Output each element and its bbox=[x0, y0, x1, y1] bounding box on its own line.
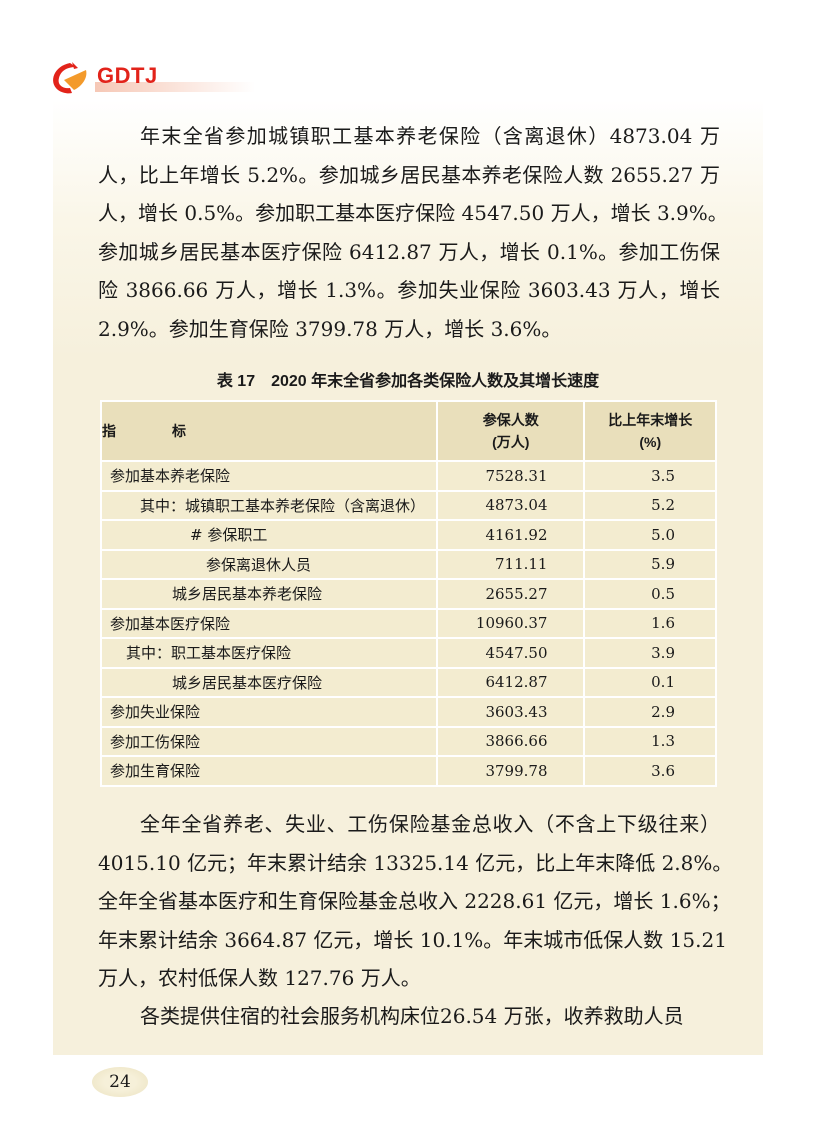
table-row: # 参保职工 4161.92 5.0 bbox=[99, 519, 717, 551]
header-growth: 比上年末增长 (%) bbox=[583, 400, 717, 462]
text-line: 全年全省养老、失业、工伤保险基金总收入（不含上下级往来） bbox=[140, 812, 720, 836]
text-line: 人，增长 0.5%。参加职工基本医疗保险 4547.50 万人，增长 3.9%。 bbox=[98, 201, 728, 226]
text-line: 万人，农村低保人数 127.76 万人。 bbox=[98, 966, 421, 991]
row-growth: 5.0 bbox=[583, 519, 717, 551]
table-row: 参加失业保险 3603.43 2.9 bbox=[99, 696, 717, 728]
logo-mark-icon bbox=[53, 62, 87, 94]
table-row: 城乡居民基本医疗保险 6412.87 0.1 bbox=[99, 666, 717, 698]
row-label: 其中：城镇职工基本养老保险（含离退休） bbox=[99, 489, 439, 521]
table-row: 其中：职工基本医疗保险 4547.50 3.9 bbox=[99, 637, 717, 669]
table-row: 参加基本医疗保险 10960.37 1.6 bbox=[99, 607, 717, 639]
row-growth: 2.9 bbox=[583, 696, 717, 728]
row-value: 4161.92 bbox=[436, 519, 586, 551]
logo-text: GDTJ bbox=[97, 63, 158, 88]
text-line: 年末累计结余 3664.87 亿元，增长 10.1%。年末城市低保人数 15.2… bbox=[98, 927, 727, 952]
row-label: 参加基本医疗保险 bbox=[99, 607, 439, 639]
paragraph-funds: 全年全省养老、失业、工伤保险基金总收入（不含上下级往来） 4015.10 亿元；年… bbox=[98, 805, 733, 998]
row-value: 3866.66 bbox=[436, 725, 586, 757]
header-growth-unit: (%) bbox=[639, 434, 662, 450]
text-line: 参加城乡居民基本医疗保险 6412.87 万人，增长 0.1%。参加工伤保 bbox=[98, 239, 720, 264]
row-value: 7528.31 bbox=[436, 460, 586, 492]
row-label: 城乡居民基本医疗保险 bbox=[99, 666, 439, 698]
row-label: 其中：职工基本医疗保险 bbox=[99, 637, 439, 669]
header-growth-line1: 比上年末增长 bbox=[608, 412, 693, 428]
text-line: 人，比上年增长 5.2%。参加城乡居民基本养老保险人数 2655.27 万 bbox=[98, 162, 720, 187]
row-growth: 5.9 bbox=[583, 548, 717, 580]
page-number: 24 bbox=[92, 1067, 148, 1097]
row-growth: 3.9 bbox=[583, 637, 717, 669]
row-value: 711.11 bbox=[436, 548, 586, 580]
table-row: 参保离退休人员 711.11 5.9 bbox=[99, 548, 717, 580]
row-value: 6412.87 bbox=[436, 666, 586, 698]
header-count: 参保人数 (万人) bbox=[436, 400, 586, 462]
insurance-table: 指 标 参保人数 (万人) 比上年末增长 (%) 参加基本养老保险 7528.31 3.… bbox=[99, 400, 717, 787]
header-count-unit: (万人) bbox=[492, 434, 530, 450]
row-value: 3603.43 bbox=[436, 696, 586, 728]
text-line: 险 3866.66 万人，增长 1.3%。参加失业保险 3603.43 万人，增… bbox=[98, 278, 720, 303]
header-count-line1: 参保人数 bbox=[482, 412, 539, 428]
logo-bar bbox=[95, 82, 255, 92]
row-label: # 参保职工 bbox=[99, 519, 439, 551]
row-growth: 5.2 bbox=[583, 489, 717, 521]
row-growth: 1.3 bbox=[583, 725, 717, 757]
header-indicator: 指 标 bbox=[99, 400, 439, 462]
row-growth: 0.1 bbox=[583, 666, 717, 698]
row-label: 城乡居民基本养老保险 bbox=[99, 578, 439, 610]
text-line: 各类提供住宿的社会服务机构床位26.54 万张，收养救助人员 bbox=[140, 1004, 684, 1028]
row-value: 10960.37 bbox=[436, 607, 586, 639]
paragraph-social-insurance: 年末全省参加城镇职工基本养老保险（含离退休）4873.04 万人，比上年增长 5… bbox=[98, 117, 728, 349]
text-line: 2.9%。参加生育保险 3799.78 万人，增长 3.6%。 bbox=[98, 316, 562, 341]
text-line: 全年全省基本医疗和生育保险基金总收入 2228.61 亿元，增长 1.6%； bbox=[98, 889, 731, 914]
row-growth: 0.5 bbox=[583, 578, 717, 610]
row-value: 4547.50 bbox=[436, 637, 586, 669]
paragraph-social-services: 各类提供住宿的社会服务机构床位26.54 万张，收养救助人员 bbox=[98, 997, 720, 1036]
row-value: 4873.04 bbox=[436, 489, 586, 521]
table-caption: 表 17 2020 年末全省参加各类保险人数及其增长速度 bbox=[216, 373, 600, 390]
row-value: 3799.78 bbox=[436, 755, 586, 787]
table-row: 参加基本养老保险 7528.31 3.5 bbox=[99, 460, 717, 492]
row-label: 参保离退休人员 bbox=[99, 548, 439, 580]
row-label: 参加基本养老保险 bbox=[99, 460, 439, 492]
table-row: 其中：城镇职工基本养老保险（含离退休） 4873.04 5.2 bbox=[99, 489, 717, 521]
row-label: 参加生育保险 bbox=[99, 755, 439, 787]
table-row: 城乡居民基本养老保险 2655.27 0.5 bbox=[99, 578, 717, 610]
row-growth: 3.5 bbox=[583, 460, 717, 492]
row-value: 2655.27 bbox=[436, 578, 586, 610]
row-growth: 3.6 bbox=[583, 755, 717, 787]
table-header-row: 指 标 参保人数 (万人) 比上年末增长 (%) bbox=[99, 400, 717, 462]
row-growth: 1.6 bbox=[583, 607, 717, 639]
text-line: 年末全省参加城镇职工基本养老保险（含离退休）4873.04 万 bbox=[140, 124, 720, 148]
row-label: 参加失业保险 bbox=[99, 696, 439, 728]
table-row: 参加生育保险 3799.78 3.6 bbox=[99, 755, 717, 787]
table-row: 参加工伤保险 3866.66 1.3 bbox=[99, 725, 717, 757]
row-label: 参加工伤保险 bbox=[99, 725, 439, 757]
text-line: 4015.10 亿元；年末累计结余 13325.14 亿元，比上年末降低 2.8… bbox=[98, 850, 733, 875]
